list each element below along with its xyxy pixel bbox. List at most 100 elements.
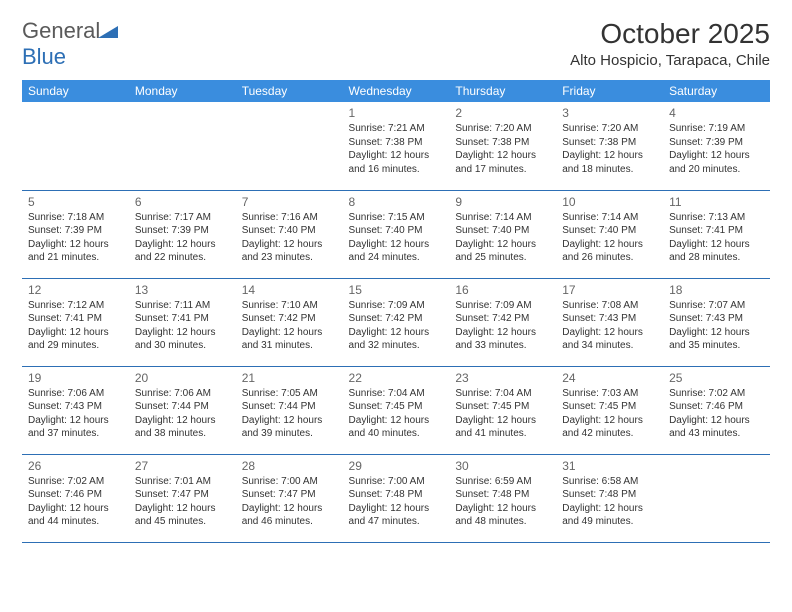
- calendar-day-cell: 10 Sunrise: 7:14 AMSunset: 7:40 PMDayligh…: [556, 190, 663, 278]
- day-details: Sunrise: 7:14 AMSunset: 7:40 PMDaylight:…: [455, 211, 550, 265]
- calendar-day-cell: 24 Sunrise: 7:03 AMSunset: 7:45 PMDayligh…: [556, 366, 663, 454]
- day-number: 11: [669, 195, 764, 209]
- day-number: 9: [455, 195, 550, 209]
- calendar-table: SundayMondayTuesdayWednesdayThursdayFrid…: [22, 80, 770, 543]
- calendar-day-cell: 11 Sunrise: 7:13 AMSunset: 7:41 PMDayligh…: [663, 190, 770, 278]
- location: Alto Hospicio, Tarapaca, Chile: [570, 52, 770, 69]
- calendar-week-row: 19 Sunrise: 7:06 AMSunset: 7:43 PMDayligh…: [22, 366, 770, 454]
- day-number: 4: [669, 106, 764, 120]
- calendar-day-cell: 23 Sunrise: 7:04 AMSunset: 7:45 PMDayligh…: [449, 366, 556, 454]
- calendar-week-row: 1 Sunrise: 7:21 AMSunset: 7:38 PMDaylight…: [22, 102, 770, 190]
- day-number: 21: [242, 371, 337, 385]
- day-number: 28: [242, 459, 337, 473]
- logo-word2: Blue: [22, 44, 66, 69]
- day-details: Sunrise: 7:21 AMSunset: 7:38 PMDaylight:…: [349, 122, 444, 176]
- day-number: 13: [135, 283, 230, 297]
- calendar-day-cell: 12Sunrise: 7:12 AMSunset: 7:41 PMDayligh…: [22, 278, 129, 366]
- day-details: Sunrise: 6:58 AMSunset: 7:48 PMDaylight:…: [562, 475, 657, 529]
- header: GeneralBlue October 2025 Alto Hospicio, …: [22, 18, 770, 70]
- logo-word1: General: [22, 18, 100, 43]
- day-details: Sunrise: 7:19 AMSunset: 7:39 PMDaylight:…: [669, 122, 764, 176]
- calendar-day-cell: 2Sunrise: 7:20 AMSunset: 7:38 PMDaylight…: [449, 102, 556, 190]
- day-details: Sunrise: 6:59 AMSunset: 7:48 PMDaylight:…: [455, 475, 550, 529]
- day-header: Monday: [129, 80, 236, 102]
- day-details: Sunrise: 7:09 AMSunset: 7:42 PMDaylight:…: [455, 299, 550, 353]
- day-number: 8: [349, 195, 444, 209]
- calendar-day-cell: 29 Sunrise: 7:00 AMSunset: 7:48 PMDayligh…: [343, 454, 450, 542]
- day-number: 25: [669, 371, 764, 385]
- day-details: Sunrise: 7:17 AMSunset: 7:39 PMDaylight:…: [135, 211, 230, 265]
- calendar-day-cell: 9 Sunrise: 7:14 AMSunset: 7:40 PMDaylight…: [449, 190, 556, 278]
- day-details: Sunrise: 7:14 AMSunset: 7:40 PMDaylight:…: [562, 211, 657, 265]
- calendar-day-cell: 18 Sunrise: 7:07 AMSunset: 7:43 PMDayligh…: [663, 278, 770, 366]
- calendar-day-cell: 6 Sunrise: 7:17 AMSunset: 7:39 PMDaylight…: [129, 190, 236, 278]
- day-details: Sunrise: 7:04 AMSunset: 7:45 PMDaylight:…: [349, 387, 444, 441]
- calendar-day-cell: 1 Sunrise: 7:21 AMSunset: 7:38 PMDaylight…: [343, 102, 450, 190]
- day-details: Sunrise: 7:05 AMSunset: 7:44 PMDaylight:…: [242, 387, 337, 441]
- day-details: Sunrise: 7:04 AMSunset: 7:45 PMDaylight:…: [455, 387, 550, 441]
- day-number: 6: [135, 195, 230, 209]
- calendar-day-cell: 30Sunrise: 6:59 AMSunset: 7:48 PMDayligh…: [449, 454, 556, 542]
- day-number: 15: [349, 283, 444, 297]
- calendar-body: 1 Sunrise: 7:21 AMSunset: 7:38 PMDaylight…: [22, 102, 770, 542]
- day-number: 3: [562, 106, 657, 120]
- day-details: Sunrise: 7:20 AMSunset: 7:38 PMDaylight:…: [455, 122, 550, 176]
- day-header: Wednesday: [343, 80, 450, 102]
- day-details: Sunrise: 7:02 AMSunset: 7:46 PMDaylight:…: [28, 475, 123, 529]
- day-header: Saturday: [663, 80, 770, 102]
- logo-text: GeneralBlue: [22, 18, 118, 70]
- calendar-day-cell: 19 Sunrise: 7:06 AMSunset: 7:43 PMDayligh…: [22, 366, 129, 454]
- day-number: 24: [562, 371, 657, 385]
- day-number: 14: [242, 283, 337, 297]
- calendar-day-cell: 20Sunrise: 7:06 AMSunset: 7:44 PMDayligh…: [129, 366, 236, 454]
- day-number: 27: [135, 459, 230, 473]
- day-details: Sunrise: 7:16 AMSunset: 7:40 PMDaylight:…: [242, 211, 337, 265]
- day-details: Sunrise: 7:00 AMSunset: 7:47 PMDaylight:…: [242, 475, 337, 529]
- day-number: 7: [242, 195, 337, 209]
- day-number: 10: [562, 195, 657, 209]
- calendar-day-cell: 3 Sunrise: 7:20 AMSunset: 7:38 PMDaylight…: [556, 102, 663, 190]
- calendar-empty-cell: [236, 102, 343, 190]
- calendar-day-cell: 22 Sunrise: 7:04 AMSunset: 7:45 PMDayligh…: [343, 366, 450, 454]
- day-details: Sunrise: 7:11 AMSunset: 7:41 PMDaylight:…: [135, 299, 230, 353]
- calendar-day-cell: 7 Sunrise: 7:16 AMSunset: 7:40 PMDaylight…: [236, 190, 343, 278]
- calendar-day-cell: 26 Sunrise: 7:02 AMSunset: 7:46 PMDayligh…: [22, 454, 129, 542]
- day-header: Friday: [556, 80, 663, 102]
- calendar-day-cell: 16 Sunrise: 7:09 AMSunset: 7:42 PMDayligh…: [449, 278, 556, 366]
- day-details: Sunrise: 7:09 AMSunset: 7:42 PMDaylight:…: [349, 299, 444, 353]
- calendar-header-row: SundayMondayTuesdayWednesdayThursdayFrid…: [22, 80, 770, 102]
- day-details: Sunrise: 7:18 AMSunset: 7:39 PMDaylight:…: [28, 211, 123, 265]
- day-number: 20: [135, 371, 230, 385]
- calendar-week-row: 5 Sunrise: 7:18 AMSunset: 7:39 PMDaylight…: [22, 190, 770, 278]
- day-number: 19: [28, 371, 123, 385]
- calendar-empty-cell: [129, 102, 236, 190]
- calendar-day-cell: 5 Sunrise: 7:18 AMSunset: 7:39 PMDaylight…: [22, 190, 129, 278]
- day-number: 5: [28, 195, 123, 209]
- day-number: 18: [669, 283, 764, 297]
- day-details: Sunrise: 7:06 AMSunset: 7:43 PMDaylight:…: [28, 387, 123, 441]
- day-details: Sunrise: 7:10 AMSunset: 7:42 PMDaylight:…: [242, 299, 337, 353]
- calendar-day-cell: 31 Sunrise: 6:58 AMSunset: 7:48 PMDayligh…: [556, 454, 663, 542]
- calendar-day-cell: 28 Sunrise: 7:00 AMSunset: 7:47 PMDayligh…: [236, 454, 343, 542]
- calendar-day-cell: 21 Sunrise: 7:05 AMSunset: 7:44 PMDayligh…: [236, 366, 343, 454]
- day-details: Sunrise: 7:07 AMSunset: 7:43 PMDaylight:…: [669, 299, 764, 353]
- day-number: 26: [28, 459, 123, 473]
- day-details: Sunrise: 7:15 AMSunset: 7:40 PMDaylight:…: [349, 211, 444, 265]
- day-number: 16: [455, 283, 550, 297]
- day-number: 23: [455, 371, 550, 385]
- logo-triangle-icon: [98, 18, 118, 44]
- calendar-day-cell: 14 Sunrise: 7:10 AMSunset: 7:42 PMDayligh…: [236, 278, 343, 366]
- day-details: Sunrise: 7:13 AMSunset: 7:41 PMDaylight:…: [669, 211, 764, 265]
- day-details: Sunrise: 7:20 AMSunset: 7:38 PMDaylight:…: [562, 122, 657, 176]
- day-details: Sunrise: 7:00 AMSunset: 7:48 PMDaylight:…: [349, 475, 444, 529]
- calendar-day-cell: 17Sunrise: 7:08 AMSunset: 7:43 PMDayligh…: [556, 278, 663, 366]
- calendar-empty-cell: [22, 102, 129, 190]
- day-number: 12: [28, 283, 123, 297]
- day-number: 1: [349, 106, 444, 120]
- day-details: Sunrise: 7:02 AMSunset: 7:46 PMDaylight:…: [669, 387, 764, 441]
- calendar-day-cell: 15 Sunrise: 7:09 AMSunset: 7:42 PMDayligh…: [343, 278, 450, 366]
- day-number: 29: [349, 459, 444, 473]
- day-details: Sunrise: 7:03 AMSunset: 7:45 PMDaylight:…: [562, 387, 657, 441]
- day-number: 22: [349, 371, 444, 385]
- day-number: 31: [562, 459, 657, 473]
